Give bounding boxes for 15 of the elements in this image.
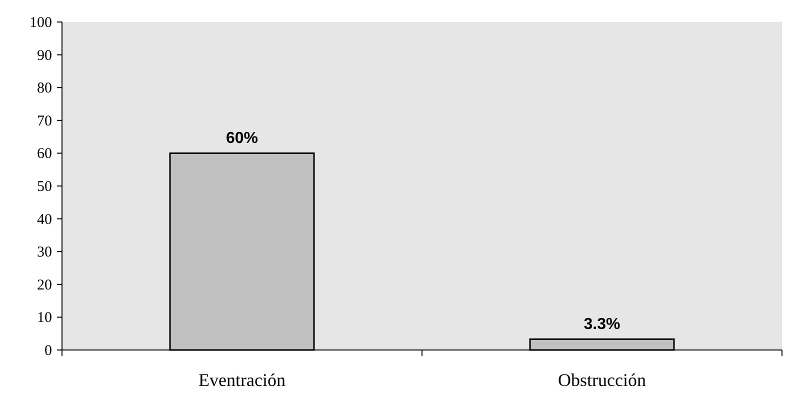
y-tick-label: 90 xyxy=(37,48,52,64)
y-tick-label: 10 xyxy=(37,310,52,326)
y-tick-label: 50 xyxy=(37,179,52,195)
x-tick-label: Obstrucción xyxy=(558,370,646,390)
y-tick-label: 20 xyxy=(37,277,52,294)
x-tick-label: Eventración xyxy=(198,370,286,390)
y-tick-label: 70 xyxy=(37,113,52,130)
y-tick-label: 60 xyxy=(37,146,52,162)
data-label: 60% xyxy=(226,130,258,148)
data-label: 3.3% xyxy=(584,316,620,334)
y-tick-label: 30 xyxy=(37,244,52,261)
y-tick-label: 80 xyxy=(37,80,52,97)
y-tick-label: 40 xyxy=(37,212,52,228)
y-tick-label: 0 xyxy=(44,343,52,359)
y-tick-label: 100 xyxy=(30,15,52,31)
